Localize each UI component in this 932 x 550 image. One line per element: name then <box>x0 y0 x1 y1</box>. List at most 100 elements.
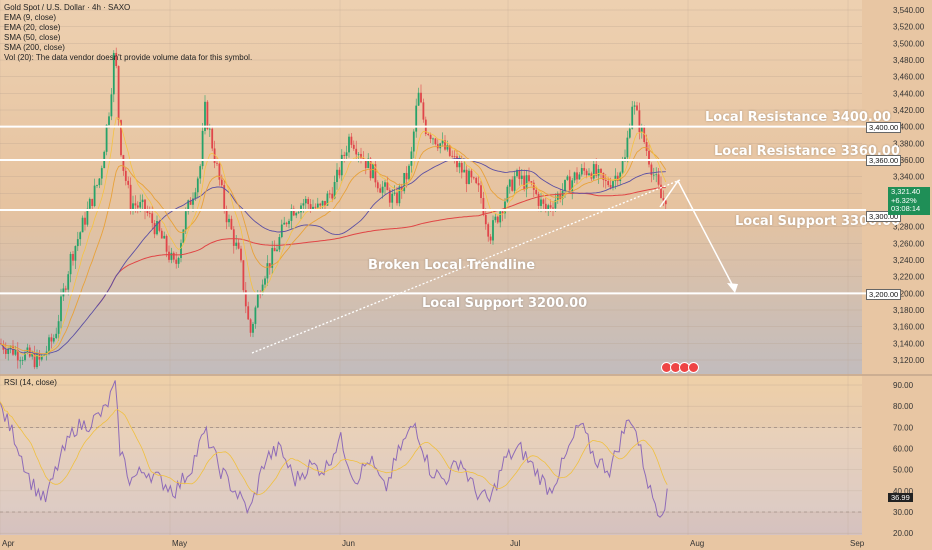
candle-body <box>604 180 607 182</box>
candle-body <box>285 222 288 225</box>
candle-body <box>280 224 283 238</box>
candle-body <box>33 353 36 368</box>
candle-body <box>201 130 204 167</box>
candle-body <box>592 164 595 179</box>
candle-body <box>290 208 293 221</box>
candle-body <box>583 167 586 171</box>
candle-body <box>232 229 235 246</box>
time-tick-label: Sep <box>850 539 865 548</box>
candle-body <box>506 186 509 202</box>
candle-body <box>525 175 528 190</box>
candle-body <box>64 288 67 290</box>
candle-body <box>134 203 137 206</box>
candle-body <box>580 167 583 175</box>
candle-body <box>638 110 641 133</box>
candle-body <box>664 200 667 205</box>
candle-body <box>168 251 170 260</box>
candle-body <box>40 355 43 360</box>
rsi-legend: RSI (14, close) <box>4 378 57 387</box>
candle-body <box>504 201 506 214</box>
price-tick-label: 3,340.00 <box>893 173 925 182</box>
candle-body <box>393 192 396 194</box>
time-tick-label: Aug <box>690 539 704 548</box>
candle-body <box>436 144 439 149</box>
candle-body <box>475 177 478 184</box>
bar-timer: 03:08:14 <box>891 204 921 213</box>
ema20-line <box>0 145 667 355</box>
annotation-resistance-3400: Local Resistance 3400.00 <box>705 110 891 125</box>
event-icon[interactable] <box>688 362 699 373</box>
candle-body <box>422 102 425 120</box>
candle-body <box>626 137 629 158</box>
time-tick-label: Apr <box>2 539 15 548</box>
candle-body <box>55 333 58 339</box>
candle-body <box>439 143 442 149</box>
candle-body <box>657 174 660 185</box>
candle-body <box>331 193 334 199</box>
candle-body <box>268 263 271 268</box>
candle-body <box>537 194 540 206</box>
candle-body <box>364 159 367 169</box>
rsi-tick-label: 90.00 <box>893 381 914 390</box>
candle-body <box>460 162 463 173</box>
candle-body <box>352 144 355 149</box>
candle-body <box>487 224 490 237</box>
legend-volume: Vol (20): The data vendor doesn't provid… <box>4 53 253 62</box>
annotation-trendline: Broken Local Trendline <box>368 258 536 273</box>
candle-body <box>585 170 588 176</box>
candle-body <box>633 105 636 107</box>
candle-body <box>252 323 254 333</box>
candle-body <box>177 257 180 264</box>
level-tag-3200: 3,200.00 <box>866 289 902 300</box>
candle-body <box>187 200 190 212</box>
candle-body <box>321 200 324 206</box>
candle-body <box>307 198 310 205</box>
candle-body <box>472 177 475 179</box>
candle-body <box>136 205 139 208</box>
candle-body <box>388 190 391 203</box>
candle-body <box>105 124 108 152</box>
candle-body <box>480 185 482 199</box>
candle-body <box>571 180 574 192</box>
candle-body <box>302 203 305 206</box>
candle-body <box>7 349 10 354</box>
candle-body <box>578 174 581 180</box>
candle-body <box>172 252 175 260</box>
candle-body <box>182 229 185 243</box>
candle-body <box>324 200 326 206</box>
candle-body <box>319 203 322 206</box>
candle-body <box>484 214 487 225</box>
candle-body <box>408 165 410 180</box>
price-tick-label: 3,160.00 <box>893 323 925 332</box>
candle-body <box>21 360 24 361</box>
candle-body <box>276 249 278 252</box>
candle-body <box>72 253 74 261</box>
candle-body <box>108 116 110 125</box>
candle-body <box>326 193 329 206</box>
candle-body <box>74 246 77 261</box>
candle-body <box>369 158 372 179</box>
candle-body <box>429 134 432 139</box>
economic-events[interactable] <box>661 362 699 373</box>
chart-legend: Gold Spot / U.S. Dollar · 4h · SAXO EMA … <box>4 3 252 63</box>
candle-body <box>547 205 550 210</box>
candle-body <box>4 349 7 354</box>
moving-averages <box>0 117 667 357</box>
rsi-series <box>0 380 668 518</box>
price-tick-label: 3,540.00 <box>893 6 925 15</box>
candle-body <box>453 156 456 157</box>
candle-body <box>616 175 619 182</box>
candle-body <box>247 306 250 320</box>
candle-body <box>415 105 418 132</box>
candle-body <box>153 223 156 235</box>
candle-body <box>441 140 444 144</box>
candle-body <box>84 217 86 225</box>
candle-body <box>36 353 38 368</box>
candle-body <box>158 221 161 231</box>
candle-body <box>261 284 264 295</box>
candle-body <box>501 211 504 214</box>
candle-body <box>175 259 178 264</box>
candle-body <box>417 92 420 106</box>
candle-body <box>384 182 386 187</box>
candle-body <box>199 166 202 179</box>
